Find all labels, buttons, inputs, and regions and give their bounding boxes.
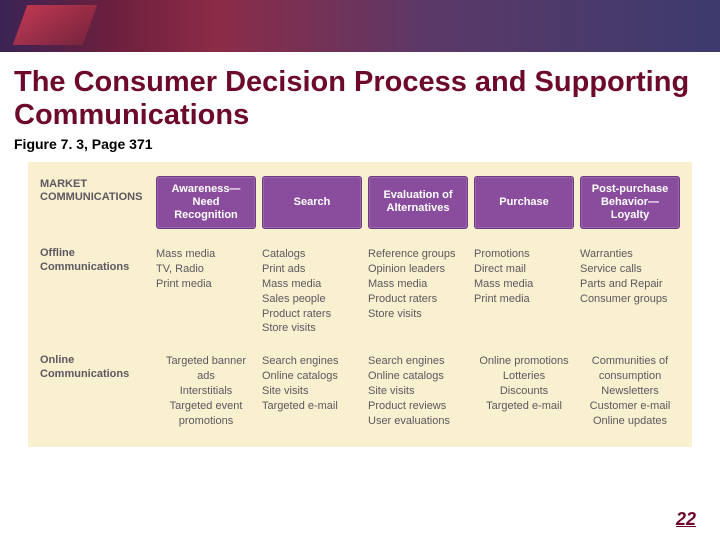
cell-online-evaluation: Search enginesOnline catalogsSite visits… bbox=[368, 352, 468, 428]
cell-online-purchase: Online promotionsLotteriesDiscountsTarge… bbox=[474, 352, 574, 428]
cell-online-awareness: Targeted banner adsInterstitialsTargeted… bbox=[156, 352, 256, 428]
col-header-awareness: Awareness—Need Recognition bbox=[156, 176, 256, 230]
cell-online-postpurchase: Communities of consumptionNewslettersCus… bbox=[580, 352, 680, 428]
col-header-postpurchase: Post-purchase Behavior—Loyalty bbox=[580, 176, 680, 230]
cell-offline-purchase: PromotionsDirect mailMass mediaPrint med… bbox=[474, 245, 574, 336]
col-header-purchase: Purchase bbox=[474, 176, 574, 230]
cell-online-search: Search enginesOnline catalogsSite visits… bbox=[262, 352, 362, 428]
page-title: The Consumer Decision Process and Suppor… bbox=[0, 60, 720, 133]
cell-offline-postpurchase: WarrantiesService callsParts and RepairC… bbox=[580, 245, 680, 336]
spacer bbox=[40, 336, 680, 352]
communications-grid: MARKET COMMUNICATIONS Awareness—Need Rec… bbox=[40, 176, 680, 429]
decorative-banner bbox=[0, 0, 720, 60]
cell-offline-awareness: Mass mediaTV, RadioPrint media bbox=[156, 245, 256, 336]
col-header-evaluation: Evaluation of Alternatives bbox=[368, 176, 468, 230]
row-label-offline: Offline Communications bbox=[40, 245, 150, 336]
figure-caption: Figure 7. 3, Page 371 bbox=[0, 133, 720, 158]
spacer bbox=[40, 229, 680, 245]
cell-offline-search: CatalogsPrint adsMass mediaSales peopleP… bbox=[262, 245, 362, 336]
page-number: 22 bbox=[676, 509, 696, 530]
row-label-online: Online Communications bbox=[40, 352, 150, 428]
figure-panel: MARKET COMMUNICATIONS Awareness—Need Rec… bbox=[28, 162, 692, 447]
col-header-search: Search bbox=[262, 176, 362, 230]
row-label-market: MARKET COMMUNICATIONS bbox=[40, 176, 150, 230]
cell-offline-evaluation: Reference groupsOpinion leadersMass medi… bbox=[368, 245, 468, 336]
